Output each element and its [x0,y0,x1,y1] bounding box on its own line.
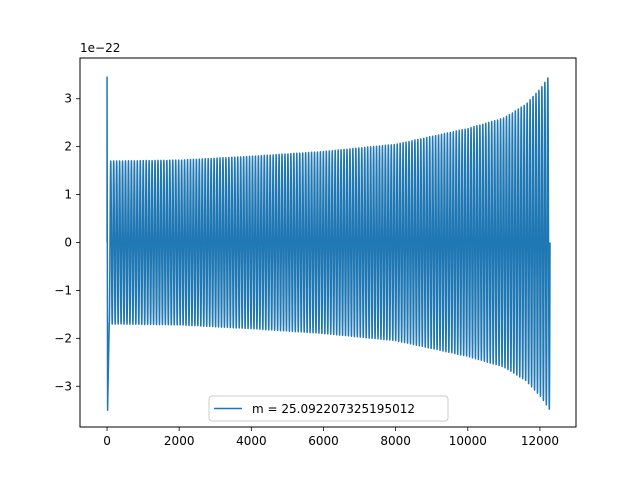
y-tick-label: −1 [54,283,72,297]
legend-label: m = 25.092207325195012 [252,402,415,416]
x-tick-label: 2000 [164,434,195,448]
y-tick-label: −3 [54,379,72,393]
x-axis: 0 2000 4000 6000 8000 10000 12000 [103,427,559,448]
x-tick-label: 0 [103,434,111,448]
y-tick-label: −2 [54,331,72,345]
y-tick-label: 0 [64,236,72,250]
y-offset-label: 1e−22 [80,41,120,55]
legend: m = 25.092207325195012 [208,395,449,422]
series-layer [106,76,551,411]
y-tick-label: 3 [64,92,72,106]
x-tick-label: 12000 [521,434,559,448]
x-tick-label: 8000 [380,434,411,448]
y-axis: −3 −2 −1 0 1 2 3 [54,92,80,393]
x-tick-label: 10000 [449,434,487,448]
x-tick-label: 4000 [236,434,267,448]
series-line [106,76,551,411]
y-tick-label: 2 [64,140,72,154]
legend-box [208,395,449,422]
y-tick-label: 1 [64,188,72,202]
x-tick-label: 6000 [308,434,339,448]
